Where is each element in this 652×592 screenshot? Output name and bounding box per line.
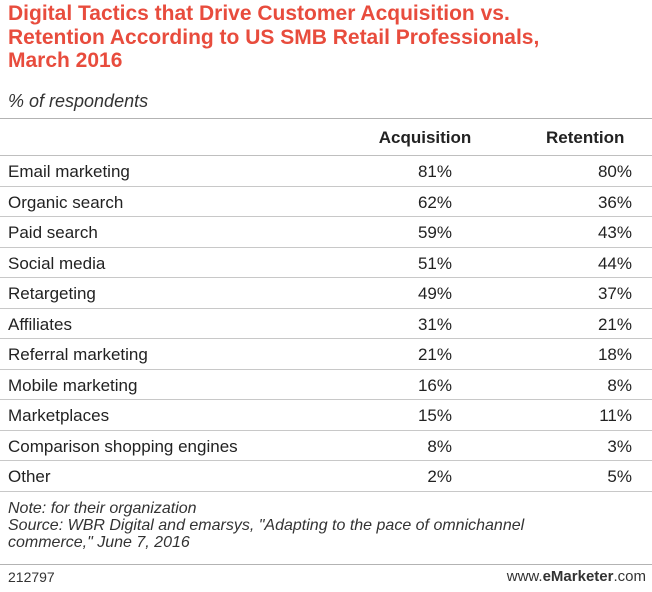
bottom-divider [0,564,652,565]
retention-value: 44% [597,253,632,273]
row-label: Email marketing [8,162,130,181]
table-row: Retargeting 49% 37% [0,278,652,309]
row-label: Social media [8,253,106,273]
note-line-2: Source: WBR Digital and emarsys, "Adapti… [8,517,525,534]
table-row: Referral marketing 21% 18% [0,339,652,370]
table-row: Paid search 59% 43% [0,217,652,248]
table-row: Email marketing 81% 80% [0,156,652,187]
chart-title: Digital Tactics that Drive Customer Acqu… [8,2,648,73]
acquisition-value: 16% [417,375,452,395]
row-label: Mobile marketing [8,375,138,395]
chart-title-line-3: March 2016 [8,49,123,72]
retention-value: 5% [607,467,632,486]
acquisition-value: 59% [417,223,452,242]
retention-value: 43% [597,223,632,242]
row-label: Referral marketing [8,345,148,364]
chart-subtitle: % of respondents [8,91,149,111]
row-label: Marketplaces [8,406,110,425]
retention-value: 11% [599,406,632,425]
table-row: Affiliates 31% 21% [0,309,652,339]
note-line-3: commerce," June 7, 2016 [8,534,190,551]
brand-logo: www.eMarketer.com [507,568,646,585]
table-row: Social media 51% 44% [0,248,652,278]
retention-value: 8% [607,375,632,395]
source-note: Note: for their organization Source: WBR… [8,500,648,551]
brand-suffix: .com [613,568,646,585]
retention-value: 21% [597,314,632,334]
retention-value: 3% [607,436,632,456]
acquisition-value: 8% [427,436,452,456]
table-body: Email marketing 81% 80% Organic search 62% 36… [0,156,652,492]
acquisition-value: 31% [417,314,452,334]
top-divider [0,118,652,119]
acquisition-value: 81% [417,162,452,181]
acquisition-value: 62% [417,192,452,212]
chart-title-line-1: Digital Tactics that Drive Customer Acqu… [8,2,510,25]
acquisition-value: 51% [417,253,452,273]
table-row: Comparison shopping engines 8% 3% [0,431,652,461]
column-header-retention: Retention [546,128,625,147]
row-label: Comparison shopping engines [8,436,238,456]
row-label: Organic search [8,192,124,212]
table-row: Organic search 62% 36% [0,187,652,217]
acquisition-value: 15% [417,406,452,425]
retention-value: 36% [597,192,632,212]
note-line-1: Note: for their organization [8,500,197,517]
table-row: Other 2% 5% [0,461,652,492]
acquisition-value: 49% [417,284,452,303]
data-table: Acquisition Retention Email marketing 81%… [0,119,652,492]
row-label: Other [8,467,51,486]
table-row: Mobile marketing 16% 8% [0,370,652,400]
brand-name: eMarketer [542,568,614,585]
acquisition-value: 2% [427,467,452,486]
chart-id: 212797 [8,569,55,585]
brand-prefix: www. [506,568,543,585]
table-header: Acquisition Retention [0,119,652,156]
retention-value: 18% [597,345,632,364]
row-label: Paid search [8,223,98,242]
row-label: Retargeting [8,284,96,303]
table-row: Marketplaces 15% 11% [0,400,652,431]
acquisition-value: 21% [417,345,452,364]
retention-value: 37% [597,284,632,303]
column-header-acquisition: Acquisition [378,128,472,147]
chart-title-line-2: Retention According to US SMB Retail Pro… [8,25,540,49]
retention-value: 80% [597,162,632,181]
row-label: Affiliates [8,314,72,334]
